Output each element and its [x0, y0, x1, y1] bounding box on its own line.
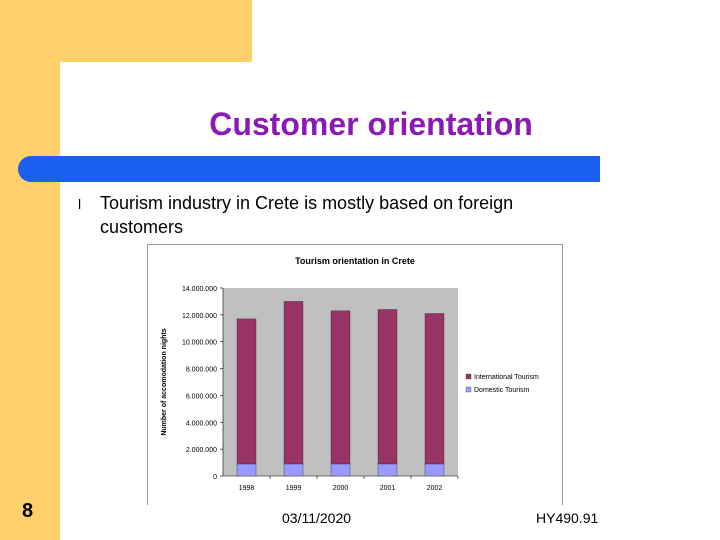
top-band [0, 0, 252, 62]
legend-label: International Tourism [474, 374, 539, 381]
x-tick-label: 2002 [427, 485, 443, 492]
y-tick-label: 2.000.000 [186, 447, 217, 454]
bar-domestic-1999 [283, 463, 304, 477]
x-tick-label: 1998 [239, 485, 255, 492]
legend-swatch [465, 386, 472, 393]
bar-international-2001 [377, 309, 398, 465]
y-tick-label: 10.000.000 [182, 340, 217, 347]
chart-title: Tourism orientation in Crete [295, 256, 415, 266]
y-tick-label: 8.000.000 [186, 367, 217, 374]
footer-date: 03/11/2020 [282, 510, 352, 526]
y-tick-label: 0 [213, 474, 217, 481]
title-underline-bar [18, 156, 600, 182]
content-corner [60, 62, 100, 102]
bullet-text: Tourism industry in Crete is mostly base… [100, 193, 514, 237]
y-tick-label: 12.000.000 [182, 313, 217, 320]
x-tick-label: 2001 [380, 485, 396, 492]
bar-domestic-2000 [330, 463, 351, 477]
bar-domestic-1998 [236, 463, 257, 477]
x-tick-label: 2000 [333, 485, 349, 492]
bar-domestic-2002 [424, 463, 445, 477]
legend-swatch [465, 373, 472, 380]
legend-label: Domestic Tourism [474, 387, 530, 394]
side-band [0, 0, 60, 540]
tourism-chart: Tourism orientation in Crete 0 2.000.000 4… [161, 256, 560, 492]
y-tick-label: 4.000.000 [186, 420, 217, 427]
y-axis-label: Number of accomodation nights [161, 328, 168, 435]
legend-box [464, 370, 560, 396]
y-tick-label: 14.000.000 [182, 286, 217, 293]
x-tick-label: 1999 [286, 485, 302, 492]
chart-container: Tourism orientation in Crete 0 2.000.000 4… [147, 244, 563, 505]
slide-title: Customer orientation [209, 106, 533, 142]
bar-international-1998 [236, 318, 257, 465]
y-tick-label: 6.000.000 [186, 393, 217, 400]
bar-international-2000 [330, 310, 351, 465]
page-number: 8 [22, 500, 34, 522]
bar-domestic-2001 [377, 463, 398, 477]
bullet-marker: l [78, 196, 82, 212]
bar-international-1999 [283, 301, 304, 465]
footer-code: HY490.91 [536, 510, 599, 526]
bar-international-2002 [424, 313, 445, 465]
